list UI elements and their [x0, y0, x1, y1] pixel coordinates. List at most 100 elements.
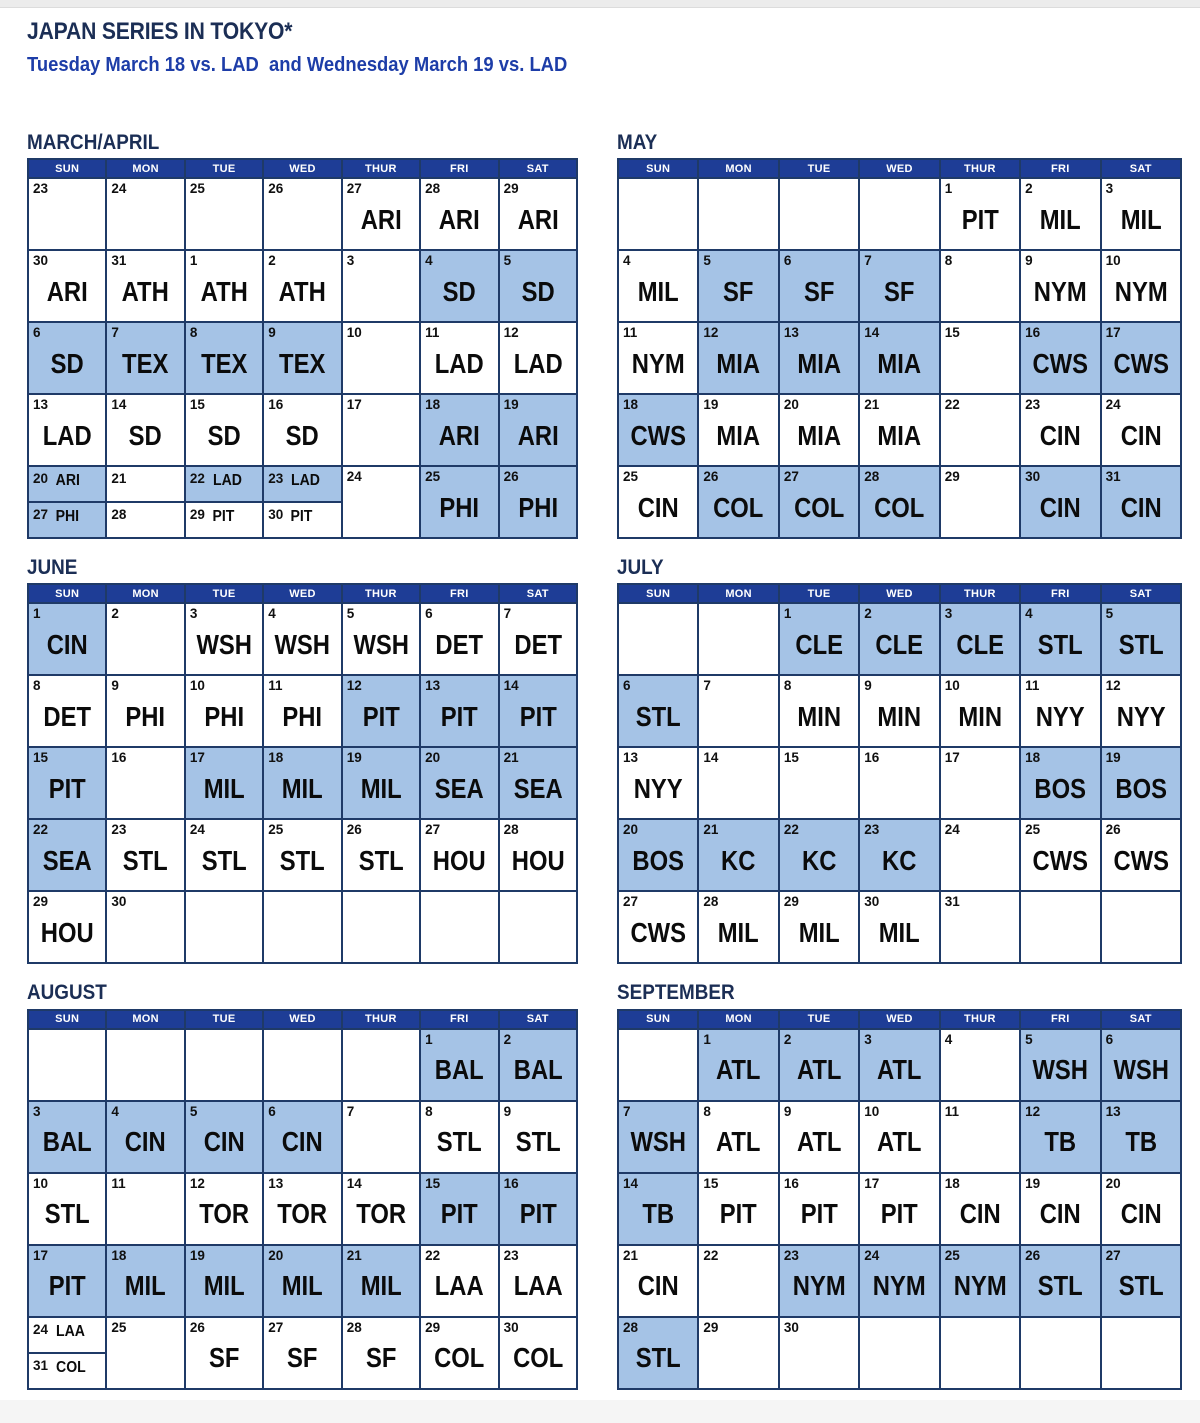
calendar-cell: 19 BOS: [1101, 748, 1180, 819]
opponent-code: NYM: [1033, 275, 1087, 307]
day-number: 15: [944, 325, 960, 341]
day-number: 14: [864, 325, 880, 341]
opponent-code: SD: [50, 347, 84, 379]
calendar-cell: 18 ARI: [421, 395, 498, 466]
day-number: 22: [189, 471, 205, 487]
opponent-code: NYY: [1116, 700, 1166, 732]
day-number: 12: [703, 325, 719, 341]
calendar-cell: 27 COL: [779, 467, 859, 538]
page-title: JAPAN SERIES IN TOKYO*: [27, 18, 293, 45]
day-number: 16: [783, 1175, 799, 1191]
day-number: 12: [503, 325, 519, 341]
weekday-header: SAT: [499, 1010, 576, 1028]
calendar-cell: 30: [779, 1317, 859, 1388]
day-number: 9: [783, 1103, 792, 1119]
day-number: 18: [268, 750, 284, 766]
day-number: 21: [864, 397, 880, 413]
opponent-code: TOR: [356, 1197, 406, 1229]
opponent-code: MIL: [360, 1269, 402, 1301]
opponent-code: NYM: [1114, 275, 1168, 307]
day-number: 26: [189, 1319, 205, 1335]
calendar-cell: 17 PIT: [860, 1173, 939, 1244]
day-number: 6: [783, 253, 792, 269]
opponent-code: CIN: [203, 1125, 245, 1157]
calendar-cell: 7: [342, 1101, 420, 1172]
opponent-code: [505, 901, 570, 962]
day-number: 27: [268, 1319, 284, 1335]
opponent-code: [1107, 1327, 1174, 1388]
opponent-code: [786, 759, 853, 819]
weekday-header: TUE: [185, 160, 263, 178]
calendar-cell: [421, 892, 498, 963]
opponent-code: MIL: [125, 1269, 167, 1301]
day-number: 28: [864, 469, 880, 485]
opponent-code: [705, 1256, 772, 1316]
calendar-cell: [185, 892, 263, 963]
opponent-code: PIT: [519, 1197, 557, 1229]
calendar-cell: [264, 892, 341, 963]
opponent-code: CIN: [637, 1269, 679, 1301]
opponent-code: STL: [1037, 628, 1083, 660]
weekday-header: TUE: [779, 585, 859, 603]
opponent-code: DET: [435, 628, 484, 660]
opponent-code: [705, 759, 772, 819]
calendar-cell: 16 CWS: [1021, 323, 1100, 394]
calendar-cell: 8 STL: [421, 1101, 498, 1172]
opponent-code: COL: [874, 491, 925, 523]
weekday-header: THUR: [940, 160, 1020, 178]
calendar-cell: 10 PHI: [185, 676, 263, 747]
calendar-cell: 7 SF: [860, 251, 939, 322]
weekday-header: SUN: [29, 160, 106, 178]
opponent-code: SF: [884, 275, 915, 307]
day-number: 13: [623, 750, 639, 766]
calendar-cell: 20 BOS: [619, 820, 698, 891]
opponent-code: PIT: [800, 1197, 838, 1229]
opponent-code: PIT: [880, 1197, 918, 1229]
calendar-cell: 11: [107, 1173, 184, 1244]
calendar-cell: [779, 179, 859, 250]
calendar-cell: 14 PIT: [499, 676, 576, 747]
opponent-code: [113, 615, 178, 675]
calendar-cell: 2 ATH: [264, 251, 341, 322]
opponent-code: TEX: [279, 347, 326, 379]
day-number: 28: [503, 822, 519, 838]
calendar-cell: 19 MIL: [342, 748, 420, 819]
opponent-code: SEA: [513, 772, 563, 804]
opponent-code: BAL: [513, 1053, 563, 1085]
opponent-code: ARI: [438, 419, 480, 451]
calendar-cell: 14 SD: [107, 395, 184, 466]
calendar-cell: 10 ATL: [860, 1101, 939, 1172]
opponent-code: TB: [642, 1197, 675, 1229]
calendar-cell: 3 WSH: [185, 604, 263, 675]
opponent-code: [348, 262, 413, 322]
calendar-cell: 30 MIL: [860, 892, 939, 963]
opponent-code: [866, 188, 933, 249]
opponent-code: CWS: [1113, 347, 1169, 379]
day-number: 4: [425, 253, 433, 269]
opponent-code: CIN: [1120, 419, 1162, 451]
months-grid: MARCH/APRIL SUN MON TUE WED THUR FRI SAT 23 24 25 2…: [27, 132, 1182, 1390]
calendar-half-cell: 31 COL: [29, 1351, 106, 1388]
day-number: 5: [1025, 1031, 1033, 1047]
day-number: 15: [33, 750, 49, 766]
day-number: 17: [864, 1175, 880, 1191]
calendar-cell: 14 MIA: [860, 323, 939, 394]
calendar-cell: 22: [699, 1245, 778, 1316]
opponent-code: [705, 687, 772, 747]
opponent-code: [705, 1328, 772, 1388]
day-number: 19: [1025, 1175, 1041, 1191]
weekday-header: WED: [264, 585, 341, 603]
opponent-code: [192, 190, 257, 250]
calendar-cell: 3 BAL: [29, 1101, 106, 1172]
calendar-cell: 18 CIN: [940, 1173, 1020, 1244]
day-number: 24: [346, 469, 362, 485]
day-number: 26: [1105, 822, 1121, 838]
calendar-cell: 23 LAA: [499, 1245, 576, 1316]
opponent-code: MIL: [637, 275, 679, 307]
calendar-cell: 11: [940, 1101, 1020, 1172]
weekday-header: THUR: [940, 1010, 1020, 1028]
calendar-cell: 21 KC: [699, 820, 778, 891]
day-number: 13: [425, 678, 441, 694]
calendar-cell: 27 STL: [1101, 1245, 1180, 1316]
page-top-strip: [0, 0, 1200, 8]
